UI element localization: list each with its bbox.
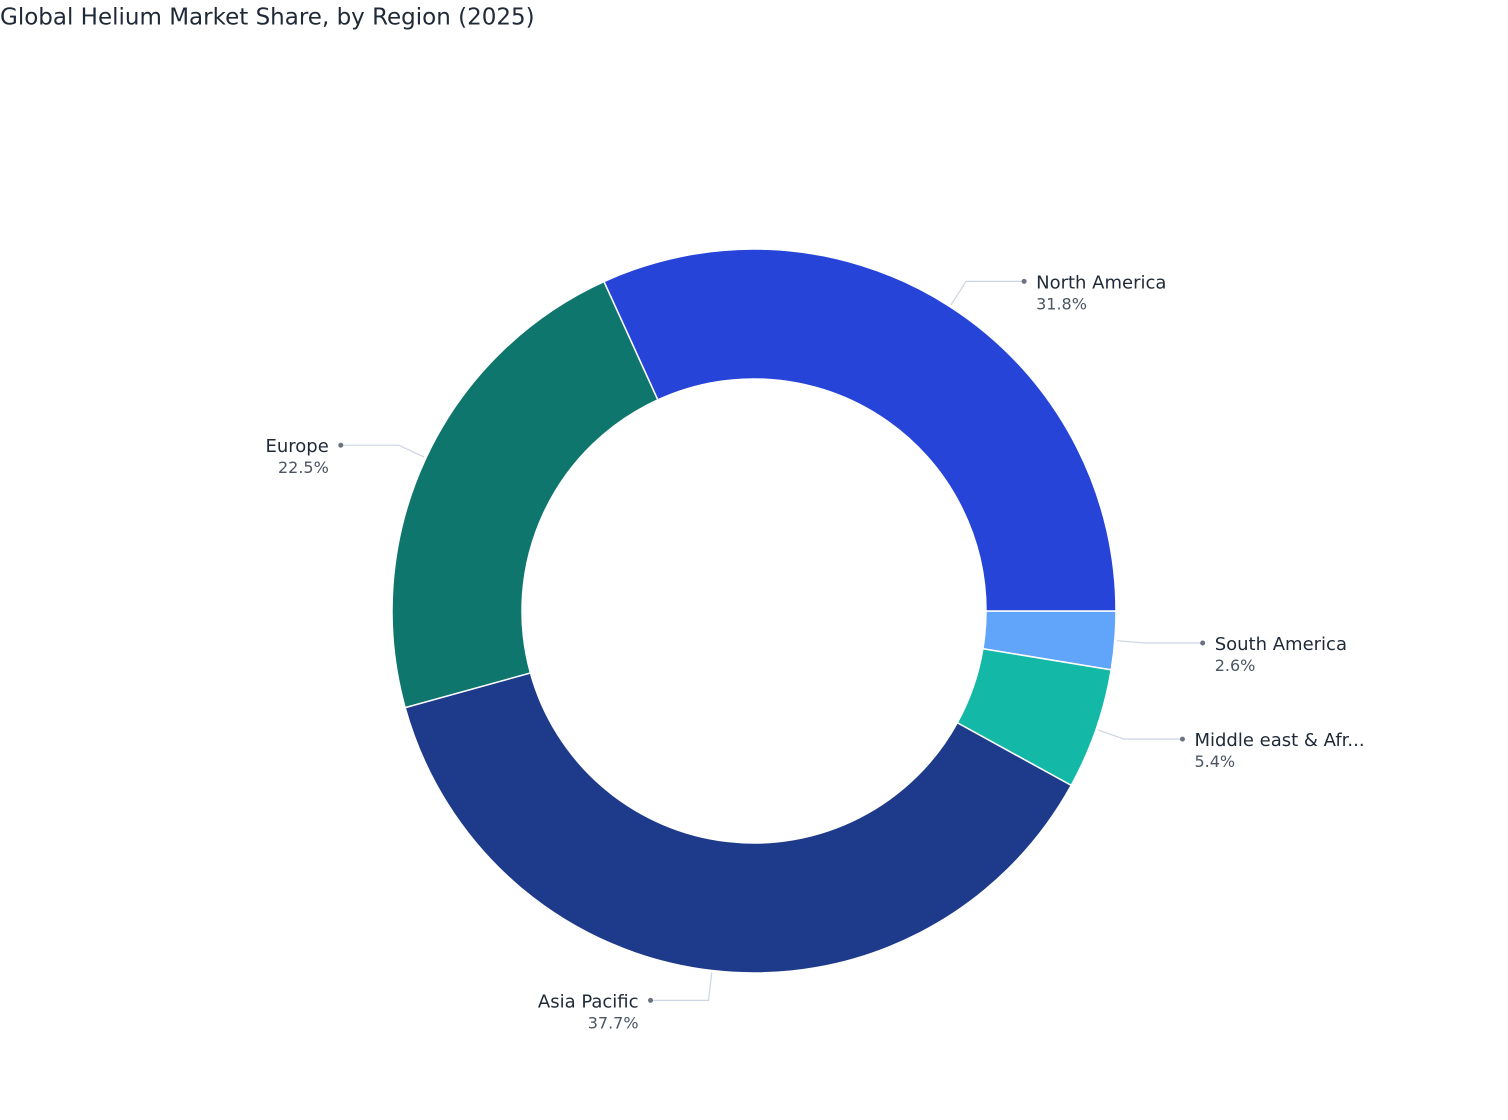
slice-value-label: 5.4% xyxy=(1194,752,1235,771)
leader-dot xyxy=(648,997,654,1003)
slice-value-label: 31.8% xyxy=(1036,294,1087,313)
slice-label: Europe xyxy=(265,436,328,457)
slice-label: Asia Pacific xyxy=(538,991,639,1012)
leader-line xyxy=(1116,640,1203,644)
leader-line xyxy=(340,444,425,458)
slice-value-label: 2.6% xyxy=(1215,656,1256,675)
chart-title: Global Helium Market Share, by Region (2… xyxy=(0,5,535,31)
slice xyxy=(404,671,1073,974)
slice-label: Middle east & Afr... xyxy=(1194,730,1364,751)
leader-line xyxy=(1097,729,1183,740)
leader-dot xyxy=(1179,736,1185,742)
leader-dot xyxy=(338,442,344,448)
leader-line xyxy=(950,280,1025,306)
slice xyxy=(391,280,659,709)
slice-value-label: 22.5% xyxy=(278,458,329,477)
leader-dot xyxy=(1021,278,1027,284)
slice-label: South America xyxy=(1215,634,1347,655)
slice-label: North America xyxy=(1036,272,1166,293)
leader-dot xyxy=(1200,640,1206,646)
leader-line xyxy=(650,972,713,1001)
slice xyxy=(603,248,1117,612)
slice-value-label: 37.7% xyxy=(588,1013,639,1032)
